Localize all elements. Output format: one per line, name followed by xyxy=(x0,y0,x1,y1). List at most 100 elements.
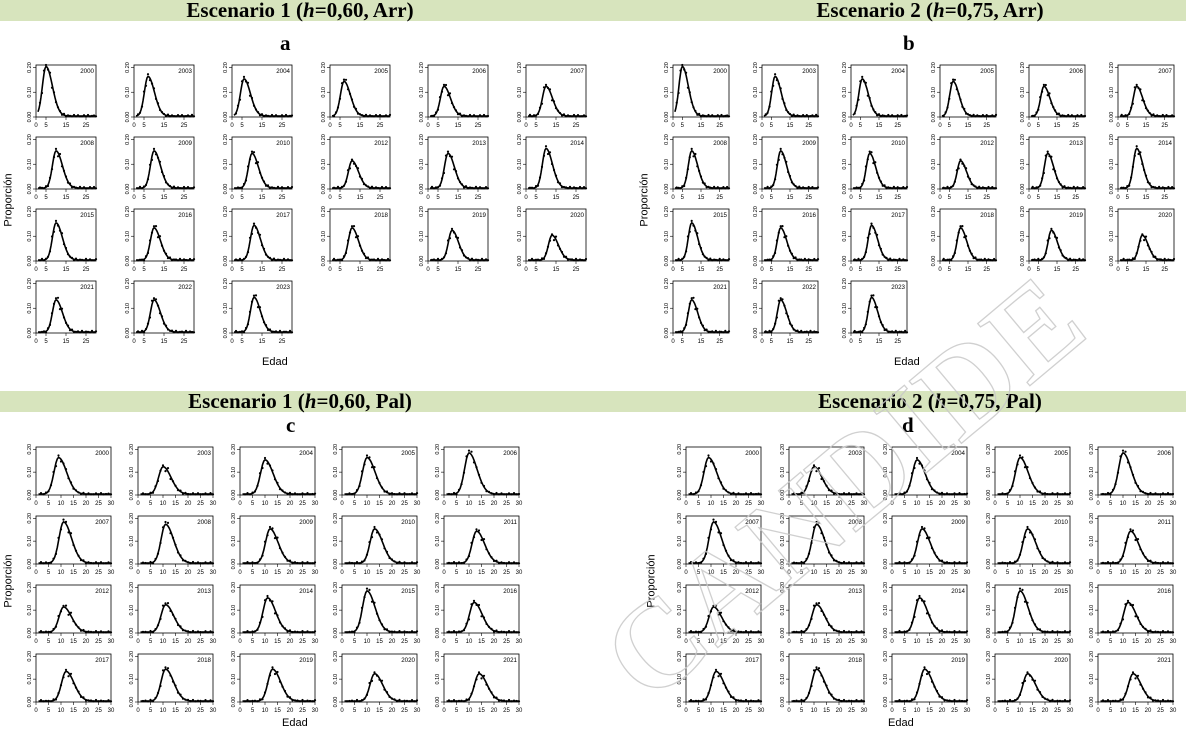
x-tick-label: 25 xyxy=(401,570,408,576)
y-tick-label: 0.00 xyxy=(986,628,992,639)
year-label: 2021 xyxy=(80,284,94,291)
x-tick-label: 15 xyxy=(965,267,972,273)
observed-point xyxy=(796,187,799,190)
observed-point xyxy=(968,249,971,252)
observed-point xyxy=(945,630,949,633)
observed-point xyxy=(981,114,984,117)
observed-point xyxy=(966,244,970,247)
x-tick-label: 30 xyxy=(312,639,319,645)
y-tick-label: 0.00 xyxy=(231,628,237,639)
observed-point xyxy=(152,147,156,150)
observed-point xyxy=(807,331,810,334)
observed-point xyxy=(373,525,376,529)
y-tick-label: 0.10 xyxy=(1109,87,1115,98)
observed-point xyxy=(462,186,466,189)
observed-point xyxy=(1026,601,1029,604)
year-label: 2005 xyxy=(1054,450,1068,457)
observed-point xyxy=(311,631,314,634)
observed-point xyxy=(446,239,450,242)
observed-point xyxy=(47,699,50,702)
observed-point xyxy=(181,697,185,700)
observed-point xyxy=(204,561,207,564)
y-tick-label: 0.20 xyxy=(231,651,237,662)
observed-point xyxy=(190,330,194,334)
observed-point xyxy=(50,168,54,171)
observed-point xyxy=(1111,488,1115,491)
observed-point xyxy=(1167,258,1170,261)
observed-point xyxy=(727,330,731,333)
observed-point xyxy=(482,259,486,262)
observed-point xyxy=(1126,185,1129,188)
observed-point xyxy=(1013,699,1017,702)
observed-point xyxy=(885,115,888,118)
observed-point xyxy=(958,561,961,564)
y-tick-label: 0.10 xyxy=(27,303,33,314)
y-tick-label: 0.00 xyxy=(27,328,33,339)
y-tick-label: 0.10 xyxy=(517,231,523,242)
x-tick-label: 0 xyxy=(684,639,688,645)
observed-point xyxy=(1006,630,1009,634)
observed-point xyxy=(952,184,955,187)
y-tick-label: 0.00 xyxy=(931,184,937,195)
observed-point xyxy=(976,114,979,117)
x-tick-label: 25 xyxy=(805,123,812,129)
observed-point xyxy=(54,219,58,222)
y-tick-label: 0.20 xyxy=(1089,513,1095,524)
observed-point xyxy=(707,536,710,539)
observed-point xyxy=(190,259,194,262)
y-tick-label: 0.10 xyxy=(1089,536,1095,547)
observed-point xyxy=(281,489,284,492)
observed-point xyxy=(1061,186,1064,189)
observed-point xyxy=(60,113,64,116)
observed-point xyxy=(933,685,936,688)
observed-point xyxy=(56,224,60,227)
observed-point xyxy=(146,73,150,76)
observed-point xyxy=(675,101,678,104)
observed-point xyxy=(92,562,95,565)
observed-point xyxy=(1156,699,1160,702)
observed-point xyxy=(705,256,708,259)
observed-point xyxy=(199,631,202,634)
year-label: 2012 xyxy=(95,588,109,595)
fit-line xyxy=(941,159,996,189)
observed-point xyxy=(822,536,826,539)
observed-point xyxy=(467,449,471,452)
observed-point xyxy=(679,187,682,190)
observed-point xyxy=(787,244,790,247)
x-tick-label: 15 xyxy=(698,195,705,201)
observed-point xyxy=(1146,559,1150,563)
observed-point xyxy=(1076,186,1079,189)
observed-point xyxy=(82,628,85,632)
y-tick-label: 0.10 xyxy=(842,231,848,242)
x-tick-label: 5 xyxy=(338,267,342,273)
y-tick-label: 0.00 xyxy=(1089,628,1095,639)
observed-point xyxy=(970,183,973,186)
observed-point xyxy=(859,259,862,262)
observed-point xyxy=(944,259,947,262)
observed-point xyxy=(258,171,262,174)
observed-point xyxy=(150,158,154,161)
x-tick-label: 25 xyxy=(1072,267,1079,273)
observed-point xyxy=(928,536,931,539)
x-tick-label: 0 xyxy=(34,123,38,129)
observed-point xyxy=(1083,114,1087,118)
observed-point xyxy=(582,259,586,262)
observed-point xyxy=(68,255,72,258)
observed-point xyxy=(82,491,85,494)
observed-point xyxy=(64,468,68,471)
x-tick-label: 25 xyxy=(848,708,855,714)
observed-point xyxy=(370,536,374,539)
observed-point xyxy=(1171,186,1174,189)
observed-point xyxy=(974,115,977,118)
observed-point xyxy=(1053,562,1057,565)
observed-point xyxy=(955,562,959,565)
x-tick-label: 15 xyxy=(823,501,830,507)
x-tick-label: 20 xyxy=(836,570,843,576)
x-tick-label: 20 xyxy=(185,501,192,507)
x-tick-label: 15 xyxy=(965,123,972,129)
observed-point xyxy=(94,698,98,702)
observed-point xyxy=(156,479,160,483)
observed-point xyxy=(712,518,715,521)
observed-point xyxy=(1131,257,1134,260)
